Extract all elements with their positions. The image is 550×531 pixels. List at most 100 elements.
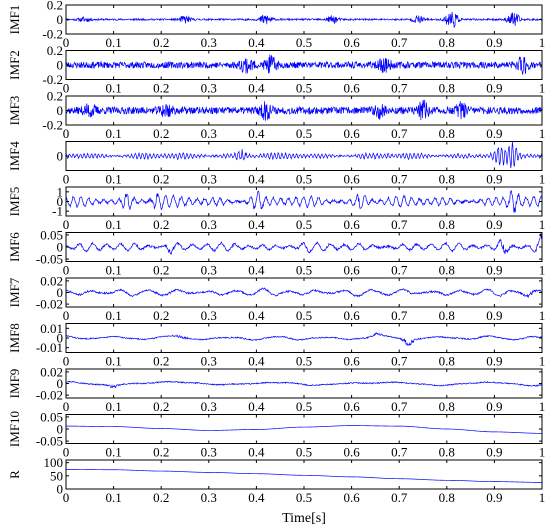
x-tick-label: 0.3 — [201, 490, 217, 505]
x-tick-label: 1 — [539, 172, 546, 187]
x-tick-label: 0.4 — [248, 81, 265, 96]
panel-imf7: 0 0.1 0.2 0.3 0.4 0.5 0.6 0.7 0.8 0.9 10.020-0.02I… — [7, 273, 545, 323]
x-tick-label: 0.8 — [439, 399, 455, 414]
x-tick-label: 0 — [63, 490, 70, 505]
x-tick-label: 0.6 — [343, 399, 360, 414]
x-tick-label: 1 — [539, 217, 546, 232]
x-tick-label: 0.4 — [248, 399, 265, 414]
x-tick-label: 0 — [63, 217, 70, 232]
y-axis-label: IMF2 — [7, 50, 22, 80]
axes-frame — [65, 95, 543, 126]
y-tick-label: -0.02 — [36, 297, 63, 312]
x-tick-label: 0.5 — [296, 263, 312, 278]
x-tick-label: 0.1 — [105, 126, 121, 141]
x-tick-label: 1 — [539, 35, 546, 50]
x-tick-label: 0 — [63, 81, 70, 96]
signal-line — [66, 190, 542, 213]
panel-imf9: 0 0.1 0.2 0.3 0.4 0.5 0.6 0.7 0.8 0.9 10.020-0.02I… — [7, 364, 545, 414]
x-tick-label: 0.2 — [153, 490, 169, 505]
x-tick-label: 1 — [539, 81, 546, 96]
x-axis-title: Time[s] — [282, 511, 326, 526]
x-tick-label: 0.2 — [153, 308, 169, 323]
axes-frame — [65, 323, 543, 353]
x-tick-label: 0.9 — [486, 126, 502, 141]
y-tick-label: -0.02 — [36, 388, 63, 403]
x-tick-label: 0.6 — [343, 81, 360, 96]
x-tick-label: 0.9 — [486, 217, 502, 232]
x-tick-label: 0.2 — [153, 126, 169, 141]
imf-panels: 0 0.1 0.2 0.3 0.4 0.5 0.6 0.7 0.8 0.9 10.20-0.2IMF… — [7, 0, 545, 505]
panel-imf10: 0 0.1 0.2 0.3 0.4 0.5 0.6 0.7 0.8 0.9 10.050-0.05I… — [7, 409, 545, 459]
x-tick-label: 0 — [63, 263, 70, 278]
x-tick-label: 0.7 — [391, 445, 408, 460]
y-axis-label: IMF7 — [7, 277, 22, 307]
x-tick-label: 1 — [539, 354, 546, 369]
x-tick-label: 0.3 — [201, 126, 217, 141]
x-tick-label: 0.5 — [296, 35, 312, 50]
x-tick-label: 0.2 — [153, 263, 169, 278]
x-tick-label: 0 — [63, 354, 70, 369]
x-tick-label: 0.7 — [391, 399, 408, 414]
signal-line — [66, 54, 542, 75]
x-tick-label: 0.3 — [201, 172, 217, 187]
x-tick-label: 0.8 — [439, 445, 455, 460]
x-tick-label: 0.4 — [248, 126, 265, 141]
x-tick-label: 0.3 — [201, 217, 217, 232]
y-tick-label: 0 — [57, 240, 64, 255]
x-tick-label: 0 — [63, 399, 70, 414]
x-tick-label: 0 — [63, 126, 70, 141]
x-tick-label: 0.8 — [439, 172, 455, 187]
x-tick-label: 0.6 — [343, 308, 360, 323]
x-tick-label: 0.5 — [296, 308, 312, 323]
x-tick-label: 0.1 — [105, 490, 121, 505]
y-tick-label: 0 — [57, 482, 64, 497]
x-tick-label: 0.6 — [343, 217, 360, 232]
x-tick-label: 0.7 — [391, 490, 408, 505]
x-tick-label: 0.5 — [296, 354, 312, 369]
y-tick-label: 50 — [50, 468, 63, 483]
x-tick-label: 0.1 — [105, 399, 121, 414]
x-tick-label: 0.8 — [439, 354, 455, 369]
y-tick-label: 0.05 — [40, 409, 63, 424]
y-tick-label: 0 — [57, 12, 64, 27]
x-tick-label: 0.6 — [343, 263, 360, 278]
x-tick-label: 0.4 — [248, 354, 265, 369]
x-tick-label: 0.3 — [201, 308, 217, 323]
y-axis-label: IMF4 — [7, 141, 22, 171]
x-tick-label: 0.5 — [296, 399, 312, 414]
x-tick-label: 0.6 — [343, 35, 360, 50]
y-tick-label: 0.02 — [40, 273, 63, 288]
panel-imf8: 0 0.1 0.2 0.3 0.4 0.5 0.6 0.7 0.8 0.9 10.010-0.01I… — [7, 321, 545, 369]
x-tick-label: 0 — [63, 445, 70, 460]
axes-frame — [65, 277, 543, 308]
y-tick-label: -0.05 — [36, 434, 63, 449]
x-tick-label: 1 — [539, 445, 546, 460]
panel-imf4: 0 0.1 0.2 0.3 0.4 0.5 0.6 0.7 0.8 0.9 1 0 IMF4 — [7, 141, 545, 187]
x-tick-label: 0.9 — [486, 172, 502, 187]
x-tick-label: 0.3 — [201, 445, 217, 460]
signal-line — [66, 380, 542, 389]
signal-line — [66, 141, 542, 169]
panel-imf1: 0 0.1 0.2 0.3 0.4 0.5 0.6 0.7 0.8 0.9 10.20-0.2IMF… — [7, 0, 545, 50]
x-tick-label: 0.8 — [439, 35, 455, 50]
x-tick-label: 0.1 — [105, 308, 121, 323]
x-tick-label: 0.8 — [439, 217, 455, 232]
y-tick-label: 0.05 — [40, 227, 63, 242]
x-tick-label: 0.5 — [296, 490, 312, 505]
x-tick-label: 0.2 — [153, 354, 169, 369]
x-tick-label: 0.6 — [343, 172, 360, 187]
x-tick-label: 0.1 — [105, 445, 121, 460]
x-tick-label: 0.6 — [343, 490, 360, 505]
y-axis-label: IMF9 — [7, 369, 22, 399]
x-tick-label: 0.4 — [248, 172, 265, 187]
x-tick-label: 0.6 — [343, 354, 360, 369]
x-tick-label: 0.8 — [439, 126, 455, 141]
x-tick-label: 0.5 — [296, 217, 312, 232]
x-tick-label: 0.4 — [248, 263, 265, 278]
x-tick-label: 0.8 — [439, 308, 455, 323]
y-tick-label: 0.01 — [40, 321, 63, 336]
panel-imf3: 0 0.1 0.2 0.3 0.4 0.5 0.6 0.7 0.8 0.9 10.20-0.2IMF… — [7, 89, 545, 142]
x-tick-label: 0.7 — [391, 81, 408, 96]
